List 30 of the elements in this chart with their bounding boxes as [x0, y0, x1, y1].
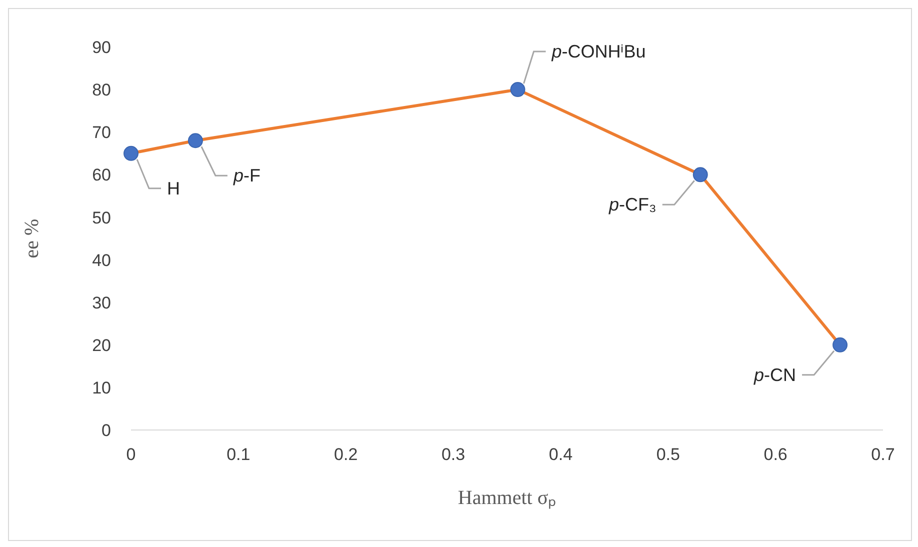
annotation: H: [167, 178, 180, 198]
x-tick-label: 0.4: [548, 445, 573, 464]
annotation: p-CN: [753, 364, 796, 385]
y-tick-label: 30: [92, 293, 111, 312]
annotation: p-CF₃: [608, 194, 656, 215]
point: [188, 133, 203, 148]
y-tick-label: 70: [92, 123, 111, 142]
x-tick-label: 0.2: [334, 445, 358, 464]
point: [692, 167, 708, 182]
point: [832, 337, 848, 352]
y-tick-label: 10: [92, 378, 111, 398]
x-tick-label: 0.6: [764, 445, 788, 464]
y-tick-label: 90: [92, 38, 111, 58]
x-tick-label: 0.5: [656, 445, 680, 464]
x-tick-label: 0.3: [441, 445, 466, 464]
x-tick-label: 0.1: [226, 445, 250, 464]
y-tick-label: 50: [92, 208, 111, 228]
point: [510, 82, 526, 98]
x-axis-title: Hammett σₚ: [458, 487, 556, 510]
y-axis-title: ee %: [21, 218, 44, 258]
y-tick-label: 0: [102, 421, 111, 440]
y-tick-label: 80: [92, 80, 111, 100]
x-tick-label: 0.7: [871, 445, 895, 464]
annotation: p-CONHⁱBu: [550, 42, 646, 62]
y-tick-label: 40: [92, 250, 111, 270]
y-tick-label: 60: [92, 166, 111, 185]
y-tick-label: 20: [92, 336, 111, 355]
annotation: p-F: [232, 166, 260, 186]
x-tick-label: 0: [126, 445, 136, 464]
point: [124, 146, 138, 161]
